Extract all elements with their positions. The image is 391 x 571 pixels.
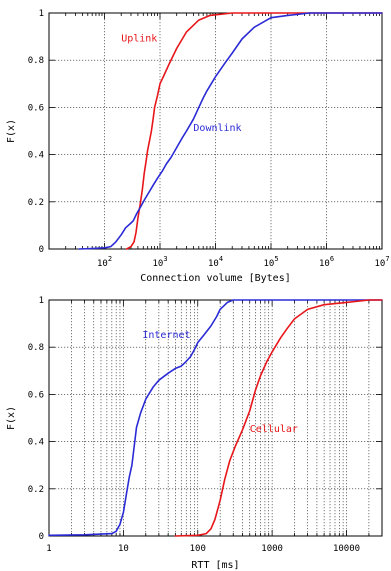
y-tick-label: 0 bbox=[39, 245, 44, 255]
x-tick-label: 102 bbox=[97, 255, 112, 269]
x-tick-label: 107 bbox=[374, 255, 389, 269]
plot-frame bbox=[48, 299, 383, 537]
y-tick-label: 1 bbox=[39, 296, 44, 306]
x-axis-label: RTT [ms] bbox=[191, 560, 239, 571]
series-line-uplink bbox=[125, 12, 383, 250]
series-line-cellular bbox=[174, 299, 383, 537]
y-tick-label: 0.2 bbox=[28, 485, 44, 495]
chart-rtt: 1 10 100 1000 10000 0 0.2 0.4 0.6 0.8 1 RTT [ms] F(x… bbox=[6, 296, 383, 571]
y-tick-label: 0 bbox=[39, 532, 44, 542]
series-label-internet: Internet bbox=[142, 330, 190, 341]
y-tick-label: 0.8 bbox=[28, 343, 44, 353]
chart-connection-volume: 102 103 104 105 106 107 0 0.2 0.4 0.6 0.8 1 Connecti… bbox=[6, 9, 390, 284]
x-tick-label: 1 bbox=[46, 544, 51, 554]
y-tick-label: 0.2 bbox=[28, 198, 44, 208]
x-tick-label: 106 bbox=[319, 255, 334, 269]
y-tick-label: 0.4 bbox=[28, 438, 44, 448]
y-axis-label: F(x) bbox=[6, 406, 17, 430]
series-label-downlink: Downlink bbox=[193, 123, 241, 134]
x-tick-label: 1000 bbox=[261, 544, 283, 554]
y-axis-label: F(x) bbox=[6, 119, 17, 143]
x-tick-label: 100 bbox=[190, 544, 206, 554]
x-tick-label: 105 bbox=[263, 255, 278, 269]
series-label-cellular: Cellular bbox=[250, 424, 298, 435]
y-tick-label: 0.6 bbox=[28, 103, 44, 113]
y-tick-label: 0.8 bbox=[28, 56, 44, 66]
series-label-uplink: Uplink bbox=[121, 33, 157, 44]
series-line-downlink bbox=[78, 12, 383, 250]
y-tick-label: 0.4 bbox=[28, 151, 44, 161]
y-tick-label: 0.6 bbox=[28, 390, 44, 400]
x-tick-label: 10000 bbox=[333, 544, 360, 554]
x-tick-label: 10 bbox=[118, 544, 129, 554]
x-tick-label: 104 bbox=[208, 255, 223, 269]
series-line-internet bbox=[48, 299, 383, 537]
y-tick-label: 1 bbox=[39, 9, 44, 19]
x-tick-label: 103 bbox=[152, 255, 167, 269]
x-axis-label: Connection volume [Bytes] bbox=[140, 273, 291, 284]
